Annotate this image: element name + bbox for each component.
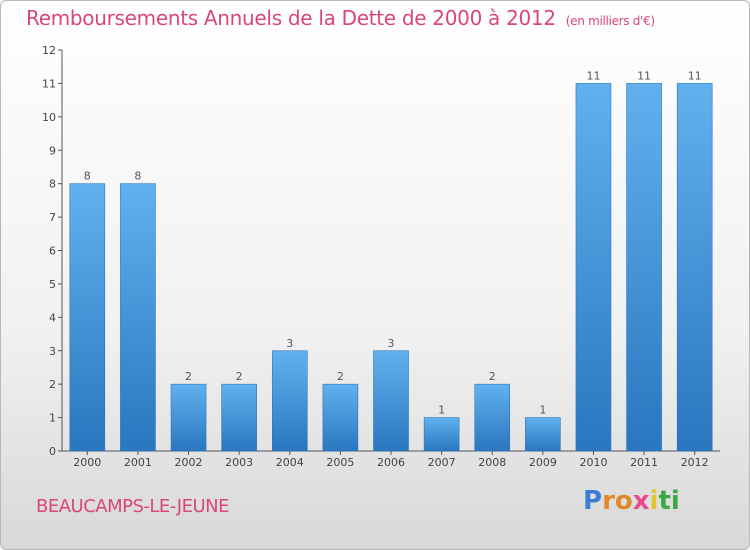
y-tick-label: 1 <box>49 412 56 425</box>
commune-name: BEAUCAMPS-LE-JEUNE <box>36 496 230 517</box>
bar <box>423 417 460 452</box>
data-label: 11 <box>637 69 651 82</box>
x-tick-label: 2011 <box>630 456 658 469</box>
logo-letter: x <box>632 486 650 516</box>
bar <box>474 383 511 452</box>
bar <box>626 83 662 452</box>
x-tick-label: 2005 <box>326 456 354 469</box>
y-tick-label: 3 <box>49 345 56 358</box>
y-tick-label: 9 <box>49 144 56 157</box>
data-label: 2 <box>337 370 344 383</box>
data-label: 2 <box>489 370 496 383</box>
data-label: 3 <box>286 337 293 350</box>
x-tick-label: 2001 <box>124 456 152 469</box>
bar <box>575 83 612 452</box>
data-label: 8 <box>134 170 141 183</box>
y-tick-label: 12 <box>42 44 56 57</box>
bar <box>221 383 257 452</box>
bar <box>120 183 156 452</box>
bar <box>525 417 561 452</box>
bar <box>69 183 106 452</box>
data-label: 2 <box>185 370 192 383</box>
data-label: 3 <box>388 337 395 350</box>
logo-letter: i <box>649 486 659 516</box>
y-tick-label: 0 <box>49 445 56 458</box>
logo-letter: i <box>670 486 680 516</box>
proxiti-logo: Proxiti <box>583 486 680 516</box>
y-tick-label: 11 <box>42 77 56 90</box>
chart-title-text: Remboursements Annuels de la Dette de 20… <box>26 6 556 30</box>
logo-letter: r <box>602 486 615 516</box>
data-label: 1 <box>539 404 546 417</box>
y-tick-label: 7 <box>49 211 56 224</box>
data-label: 11 <box>688 69 702 82</box>
x-tick-label: 2008 <box>478 456 506 469</box>
x-tick-label: 2006 <box>377 456 405 469</box>
x-tick-label: 2003 <box>225 456 253 469</box>
y-tick-label: 6 <box>49 245 56 258</box>
logo-letter: P <box>583 486 603 516</box>
y-tick-label: 5 <box>49 278 56 291</box>
x-tick-label: 2004 <box>276 456 304 469</box>
data-label: 11 <box>586 69 600 82</box>
bar <box>322 383 359 452</box>
x-tick-label: 2000 <box>73 456 101 469</box>
x-tick-label: 2012 <box>681 456 709 469</box>
chart-title: Remboursements Annuels de la Dette de 20… <box>26 6 655 30</box>
y-tick-label: 4 <box>49 311 56 324</box>
x-tick-label: 2009 <box>529 456 557 469</box>
x-tick-label: 2010 <box>579 456 607 469</box>
data-label: 2 <box>236 370 243 383</box>
bar <box>676 83 713 452</box>
bar <box>373 350 409 452</box>
logo-letter: t <box>658 486 671 516</box>
x-tick-label: 2007 <box>428 456 456 469</box>
chart-unit: (en milliers d'€) <box>565 14 655 28</box>
data-label: 8 <box>84 170 91 183</box>
bar <box>271 350 308 452</box>
y-tick-label: 2 <box>49 378 56 391</box>
data-label: 1 <box>438 404 445 417</box>
logo-letter: o <box>614 486 633 516</box>
bar <box>170 383 207 452</box>
x-tick-label: 2002 <box>175 456 203 469</box>
y-tick-label: 8 <box>49 178 56 191</box>
y-tick-label: 10 <box>42 111 56 124</box>
